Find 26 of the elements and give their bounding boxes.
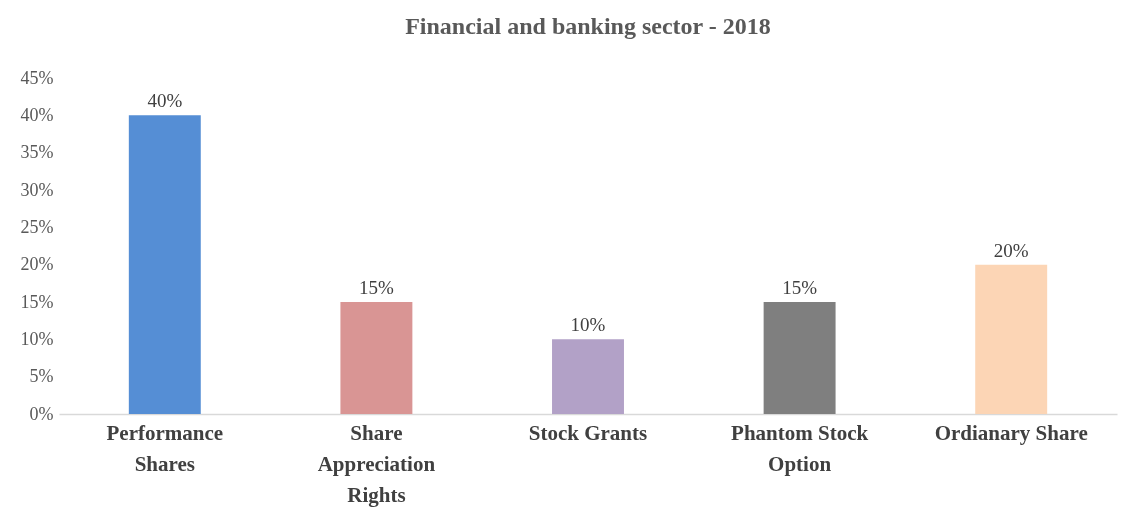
y-tick-label: 30% bbox=[20, 179, 54, 200]
y-tick-label: 10% bbox=[20, 328, 54, 349]
bar bbox=[128, 115, 201, 414]
x-tick-label: Phantom Stock Option bbox=[731, 420, 869, 476]
y-tick-label: 35% bbox=[20, 142, 54, 163]
x-tick-label: Share Appreciation Rights bbox=[317, 420, 436, 507]
y-tick-label: 20% bbox=[20, 254, 54, 275]
data-label: 20% bbox=[993, 239, 1029, 261]
y-tick-label: 25% bbox=[20, 216, 54, 237]
y-tick-label: 15% bbox=[20, 291, 54, 312]
y-tick-label: 5% bbox=[29, 366, 54, 387]
y-tick-label: 0% bbox=[29, 403, 54, 424]
chart-title: Financial and banking sector - 2018 bbox=[405, 13, 771, 39]
x-tick-label: Stock Grants bbox=[528, 420, 648, 445]
y-tick-label: 40% bbox=[20, 104, 54, 125]
bar bbox=[552, 339, 624, 414]
x-tick-label: Ordianary Share bbox=[934, 420, 1088, 445]
bar bbox=[975, 264, 1048, 414]
bar bbox=[340, 302, 413, 414]
data-label: 10% bbox=[570, 314, 606, 336]
data-label: 15% bbox=[782, 277, 818, 298]
bar bbox=[763, 302, 836, 414]
y-tick-label: 45% bbox=[20, 67, 54, 88]
data-label: 15% bbox=[358, 277, 394, 298]
data-label: 40% bbox=[147, 90, 183, 112]
x-tick-label: Performance Shares bbox=[106, 420, 224, 476]
